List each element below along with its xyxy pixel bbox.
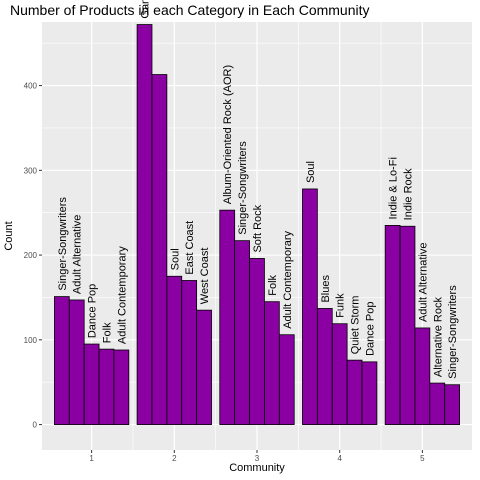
bar-label: Folk: [102, 322, 114, 343]
bar: [361, 361, 378, 425]
bar: [136, 24, 153, 425]
bar: [249, 258, 265, 425]
bar-label: Adult Alternative: [72, 215, 84, 295]
bar-label: Adult Contemporary: [116, 246, 128, 344]
x-tick-label: 1: [89, 454, 94, 463]
bar: [444, 384, 460, 425]
bar-label: Funk: [335, 293, 347, 318]
y-tick-label: 100: [24, 336, 38, 345]
bar-label: Indie Rock: [403, 168, 415, 220]
bar: [181, 280, 198, 425]
bar-label: Blues: [320, 275, 332, 303]
axes: 0 100 200 300 400 1 2 3 4 5: [24, 82, 426, 463]
x-tick-label: 5: [420, 454, 425, 463]
bar: [151, 74, 168, 425]
bar-label: Soul: [169, 248, 181, 270]
x-tick-label: 3: [255, 454, 260, 463]
bar: [429, 382, 446, 425]
bar-label: Soul: [305, 161, 317, 183]
bar: [278, 334, 295, 425]
bar: [83, 343, 100, 425]
bar: [166, 275, 183, 425]
bar-label: Folk: [267, 274, 279, 295]
bar-label: Dance Pop: [364, 301, 376, 355]
bar: [384, 225, 401, 425]
bar-label: Dance Pop: [87, 284, 99, 338]
y-axis-label: Count: [3, 221, 15, 250]
bar-label: East Coast: [184, 221, 196, 275]
bar: [264, 301, 280, 425]
y-tick-label: 200: [24, 251, 38, 260]
x-axis-label: Community: [229, 462, 285, 474]
bar-label: Adult Contemporary: [282, 230, 294, 328]
bar: [399, 225, 416, 425]
x-tick-label: 4: [337, 454, 342, 463]
bar-label: Soft Rock: [252, 204, 264, 252]
chart-title: Number of Products in each Category in E…: [10, 2, 370, 18]
bar-label: Indie & Lo-Fi: [388, 157, 400, 219]
bar-labels: Singer-Songwriters Adult AlternativeDance…: [57, 0, 459, 379]
bar: [68, 299, 85, 425]
y-tick-label: 300: [24, 166, 38, 175]
bar-label: West Coast: [199, 248, 211, 305]
bar: [234, 240, 250, 425]
bar: [113, 349, 130, 425]
bar: [331, 323, 348, 425]
bars: [54, 24, 460, 425]
bar-label: Quiet Storm: [350, 296, 362, 355]
bar-label: Alternative Rock: [432, 297, 444, 378]
bar-label: Singer-Songwriters: [237, 141, 249, 235]
bar-label: Singer-Songwriters: [447, 285, 459, 379]
bar: [196, 309, 212, 425]
bar-label: Adult Alternative: [417, 243, 429, 323]
bar-label: Album-Oriented Rock (AOR): [222, 65, 234, 204]
bar: [54, 296, 70, 425]
bar-label: Singer-Songwriters: [57, 197, 69, 291]
bar: [316, 308, 333, 425]
x-tick-label: 2: [172, 454, 177, 463]
y-tick-label: 0: [33, 421, 38, 430]
bar-label: Gangsta: [140, 0, 152, 19]
y-tick-label: 400: [24, 82, 38, 91]
bar: [414, 327, 431, 425]
bar: [98, 348, 115, 425]
bar: [219, 209, 236, 425]
bar: [302, 188, 318, 425]
bar: [346, 359, 363, 425]
